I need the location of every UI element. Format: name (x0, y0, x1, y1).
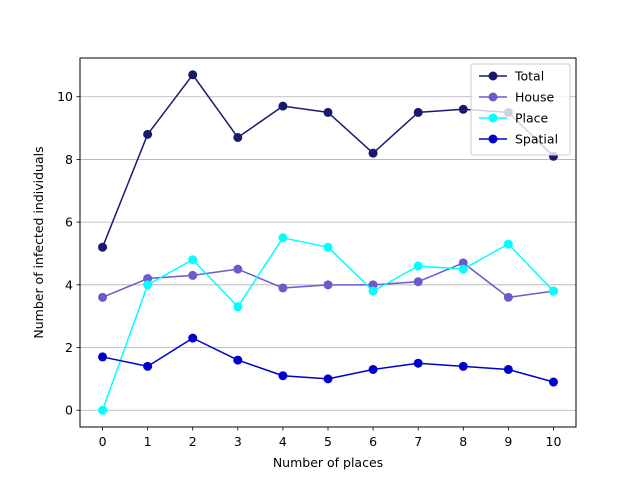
legend-marker (488, 113, 498, 123)
data-point (458, 361, 468, 371)
data-point (458, 104, 468, 114)
data-point (233, 302, 243, 312)
legend-item: House (479, 90, 554, 105)
data-point (143, 280, 153, 290)
data-point (278, 371, 288, 381)
legend-marker (488, 71, 498, 81)
data-point (143, 274, 153, 284)
x-tick-label: 10 (546, 434, 562, 449)
data-point (278, 233, 288, 243)
series-place (98, 233, 558, 415)
legend-marker (488, 92, 498, 102)
series-spatial (98, 333, 558, 387)
legend-label: Spatial (515, 132, 558, 147)
data-point (458, 264, 468, 274)
data-point (413, 261, 423, 271)
x-tick-label: 6 (369, 434, 377, 449)
data-point (413, 277, 423, 287)
legend-label: House (515, 90, 554, 105)
x-tick-label: 9 (504, 434, 512, 449)
data-point (503, 239, 513, 249)
data-point (413, 358, 423, 368)
data-point (368, 286, 378, 296)
data-point (188, 255, 198, 265)
legend-label: Total (514, 69, 544, 84)
data-point (368, 280, 378, 290)
data-point (98, 352, 108, 362)
data-point (323, 374, 333, 384)
y-tick-label: 6 (65, 215, 73, 230)
axis-ticks: 0 2 4 6 8 10 0 1 2 3 4 5 6 7 8 9 10 (57, 89, 561, 449)
legend: Total House Place Spatial (470, 63, 571, 156)
data-point (548, 286, 558, 296)
data-point (98, 242, 108, 252)
legend-box (470, 63, 571, 156)
data-point (548, 377, 558, 387)
legend-marker (488, 134, 498, 144)
data-point (278, 101, 288, 111)
x-tick-label: 7 (414, 434, 422, 449)
data-point (233, 264, 243, 274)
legend-item: Spatial (479, 132, 558, 147)
x-tick-label: 4 (279, 434, 287, 449)
data-point (233, 355, 243, 365)
data-point (188, 70, 198, 80)
data-point (278, 283, 288, 293)
x-tick-label: 0 (99, 434, 107, 449)
data-point (503, 364, 513, 374)
data-point (368, 148, 378, 158)
data-point (188, 270, 198, 280)
data-point (323, 107, 333, 117)
data-point (143, 129, 153, 139)
y-tick-label: 2 (65, 340, 73, 355)
x-axis-label: Number of places (273, 455, 383, 470)
data-point (413, 107, 423, 117)
data-point (323, 242, 333, 252)
x-tick-label: 1 (144, 434, 152, 449)
y-tick-label: 10 (57, 89, 73, 104)
y-tick-label: 4 (65, 277, 73, 292)
y-axis-label: Number of infected individuals (31, 146, 46, 338)
data-point (233, 132, 243, 142)
y-tick-label: 8 (65, 152, 73, 167)
legend-item: Place (479, 111, 549, 126)
x-tick-label: 2 (189, 434, 197, 449)
data-point (368, 364, 378, 374)
data-point (458, 258, 468, 268)
x-tick-label: 5 (324, 434, 332, 449)
legend-item: Total (479, 69, 544, 84)
data-point (98, 405, 108, 415)
data-point (503, 292, 513, 302)
data-point (188, 333, 198, 343)
x-tick-label: 8 (459, 434, 467, 449)
data-point (143, 361, 153, 371)
y-tick-label: 0 (65, 403, 73, 418)
x-tick-label: 3 (234, 434, 242, 449)
data-point (98, 292, 108, 302)
legend-label: Place (515, 111, 549, 126)
data-point (323, 280, 333, 290)
